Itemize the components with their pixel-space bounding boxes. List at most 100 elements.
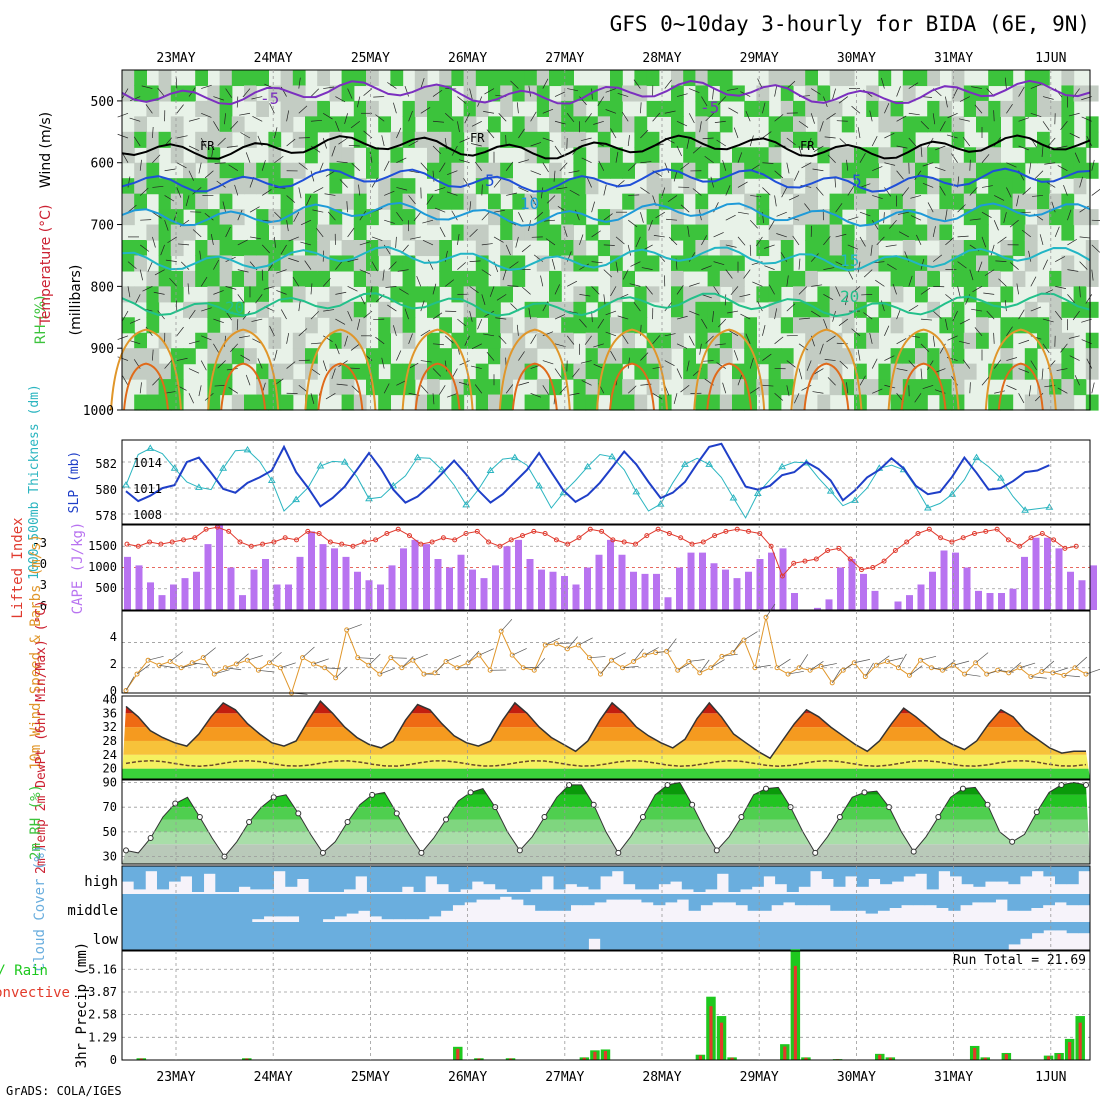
- rh-point: [196, 814, 203, 821]
- cape-bar: [170, 584, 177, 610]
- wind-barb: [322, 137, 327, 149]
- cloud-bar-high: [658, 866, 671, 885]
- rh-cell: [475, 286, 489, 303]
- wind-barb: [908, 275, 913, 287]
- thickness-point: [826, 487, 835, 494]
- cloud-bar-middle: [971, 894, 985, 903]
- wind-barb: [384, 190, 395, 196]
- lifted-index-point: [655, 526, 661, 532]
- wind-barb: [605, 310, 617, 316]
- wind-barb: [251, 318, 263, 322]
- rh-cell: [536, 193, 550, 210]
- rh-cell: [927, 348, 940, 365]
- wind-barb: [304, 260, 312, 270]
- wind-barb: [971, 86, 983, 89]
- rh-cell: [1012, 178, 1026, 195]
- rh-cell: [500, 348, 513, 365]
- wind-barb: [263, 286, 275, 290]
- rh-cell: [292, 162, 306, 179]
- wind-barb: [276, 290, 287, 295]
- rh-cell: [719, 116, 733, 133]
- rh-cell: [744, 363, 757, 380]
- wind-barb-10m: [788, 670, 804, 675]
- wind-barb: [522, 286, 531, 295]
- rh-cell: [573, 162, 587, 179]
- wind-barb: [704, 155, 714, 164]
- rh-cell: [463, 270, 477, 287]
- wind-barb: [774, 170, 784, 179]
- cloud-bar-low: [1031, 922, 1044, 934]
- wind-barb-10m: [964, 673, 981, 677]
- wind-barb: [323, 335, 333, 342]
- rh-cell: [1024, 240, 1038, 257]
- wind-barb-10m: [412, 653, 428, 661]
- rh-cell: [1085, 116, 1099, 133]
- wind-barb: [633, 301, 641, 312]
- rh-cell: [805, 332, 818, 349]
- wind-barb: [813, 368, 824, 375]
- rh-cell: [756, 193, 770, 210]
- wind-barb: [932, 310, 942, 319]
- lifted-index-point: [1005, 537, 1011, 543]
- wind-barb: [1006, 162, 1017, 168]
- wind-barb: [471, 343, 482, 350]
- wind-barb: [1034, 170, 1044, 179]
- rh-cell: [378, 178, 391, 195]
- rh-cell: [902, 85, 916, 102]
- hot-contour: [123, 362, 169, 411]
- cloud-bar-low: [413, 922, 426, 950]
- wind-barb: [554, 343, 566, 348]
- cape-bar: [434, 559, 442, 610]
- rh-cell: [988, 100, 1001, 117]
- wind-barb: [622, 269, 629, 280]
- cape-bar: [871, 590, 879, 610]
- thickness-point: [972, 453, 981, 461]
- lifted-index-point: [497, 543, 503, 549]
- wind-barb: [733, 350, 739, 361]
- cloud-bar-high: [460, 866, 473, 890]
- lifted-index-point: [779, 573, 785, 579]
- rh-cell: [488, 379, 501, 396]
- rh-cell: [231, 332, 245, 349]
- wind-barb: [434, 187, 446, 192]
- ytick-label: 800: [91, 280, 114, 295]
- wind-barb: [688, 252, 696, 262]
- rh-cell: [780, 317, 794, 334]
- cape-bar: [1078, 580, 1086, 610]
- wind-barb: [310, 170, 315, 182]
- wind-barb: [325, 392, 336, 400]
- wind-barb: [598, 160, 605, 171]
- rh-cell: [1037, 147, 1050, 164]
- lifted-index-point: [395, 526, 401, 532]
- cloud-bar-middle: [818, 894, 831, 906]
- cloud-bar-middle: [181, 894, 194, 922]
- cloud-bar-high: [1008, 866, 1021, 885]
- wind-barb: [546, 195, 556, 204]
- wind-barb: [716, 362, 726, 369]
- cape-bar: [1009, 588, 1017, 610]
- cloud-bar-high: [950, 866, 963, 877]
- wind-barb: [1042, 343, 1050, 354]
- wind-barb: [344, 335, 348, 347]
- rh-cell: [280, 70, 294, 87]
- cloud-bar-high: [786, 866, 799, 892]
- wind-barb: [1022, 187, 1032, 196]
- wind-barb: [714, 120, 726, 123]
- rh-cell: [854, 193, 867, 210]
- cloud-bar-middle: [499, 894, 512, 897]
- wind-barb: [224, 113, 226, 125]
- cape-bar: [687, 552, 695, 610]
- wind-barb: [1079, 236, 1091, 239]
- ylabel-slp: SLP (mb): [67, 451, 82, 514]
- wind-barb: [884, 355, 895, 361]
- lifted-index-point: [418, 541, 424, 547]
- wind-barb: [432, 145, 442, 155]
- rh-cell: [122, 348, 135, 365]
- rh-cell: [305, 131, 318, 148]
- rh-cell: [902, 178, 916, 195]
- rh-cell: [646, 224, 660, 241]
- tick-rh: 30: [103, 850, 117, 864]
- wind-barb: [237, 239, 248, 246]
- rh-cell: [951, 348, 965, 365]
- rh-cell: [488, 193, 501, 210]
